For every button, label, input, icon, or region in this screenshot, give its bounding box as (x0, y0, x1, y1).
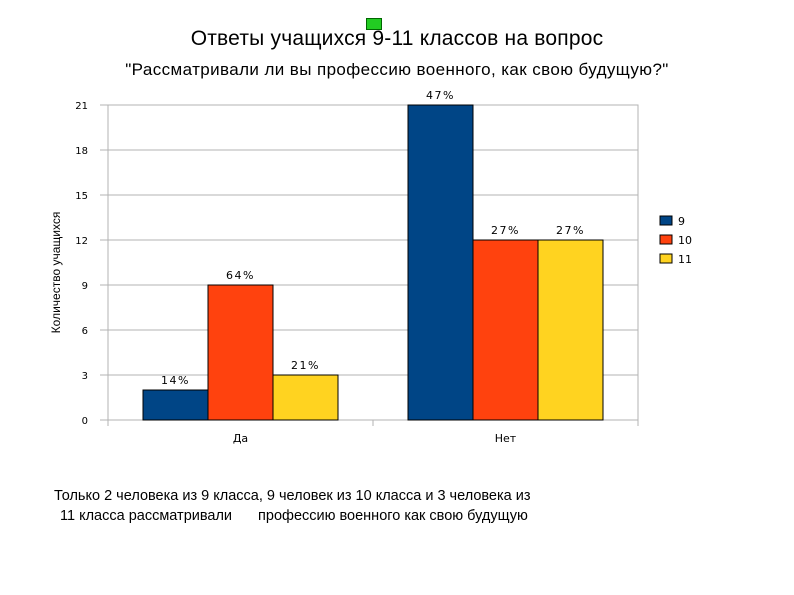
bar-chart: 0 3 6 9 12 15 18 21 14% 64% 21% Да 47% 27% 27% Нет Колич… (49, 89, 692, 445)
caption-line-2b: профессию военного как свою будущую (258, 508, 528, 524)
chart-subtitle: "Рассматривали ли вы профессию военного,… (125, 60, 669, 79)
legend-label: 11 (678, 253, 692, 266)
x-tick-label: Нет (495, 432, 517, 445)
title-marker (366, 18, 382, 30)
data-label: 27% (491, 224, 520, 237)
data-label: 64% (226, 269, 255, 282)
caption-line-2a: 11 класса рассматривали (60, 508, 233, 524)
bar-10-2 (472, 239, 539, 421)
bar-9-1 (142, 389, 209, 421)
y-tick-label: 18 (75, 146, 88, 157)
y-tick-label: 15 (75, 191, 88, 202)
y-tick-label: 9 (82, 281, 88, 292)
legend-swatch-10 (659, 234, 673, 245)
caption-line-2: 11 класса рассматривали профессию военног… (54, 506, 694, 526)
bar-11-1 (272, 374, 339, 421)
y-tick-label: 6 (82, 326, 88, 337)
chart-title: Ответы учащихся 9-11 классов на вопрос (190, 27, 604, 50)
y-tick-label: 12 (75, 236, 88, 247)
bar-9-2 (407, 104, 474, 421)
data-label: 27% (556, 224, 585, 237)
y-tick-label: 21 (75, 101, 88, 112)
legend-label: 10 (678, 234, 692, 247)
data-label: 21% (291, 359, 320, 372)
legend-label: 9 (678, 215, 685, 228)
legend-swatch-9 (659, 215, 673, 226)
x-tick-label: Да (233, 432, 248, 445)
caption-line-1: Только 2 человека из 9 класса, 9 человек… (54, 488, 531, 504)
data-label: 14% (161, 374, 190, 387)
caption: Только 2 человека из 9 класса, 9 человек… (54, 486, 694, 526)
bar-11-2 (537, 239, 604, 421)
y-axis-label: Количество учащихся (49, 212, 63, 334)
bar-10-1 (207, 284, 274, 421)
y-tick-label: 0 (82, 416, 88, 427)
y-tick-label: 3 (82, 371, 88, 382)
data-label: 47% (426, 89, 455, 102)
legend-swatch-11 (659, 253, 673, 264)
